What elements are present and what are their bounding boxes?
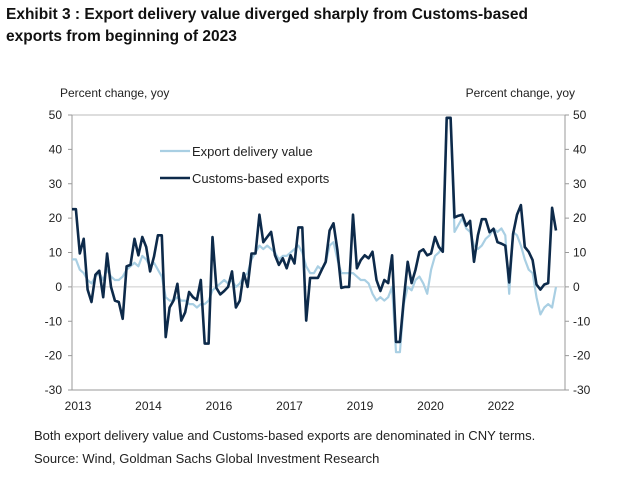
series-line-export-delivery-value [72,117,558,354]
y-tick-label-left: 20 [49,211,63,225]
y-tick-label-right: -10 [573,314,591,328]
x-tick-label: 2020 [417,399,444,413]
x-tick-label: 2013 [65,399,92,413]
source-note: Source: Wind, Goldman Sachs Global Inves… [34,451,380,466]
y-tick-label-left: 40 [49,142,63,156]
y-axis-label-left: Percent change, yoy [60,86,169,100]
footnote: Both export delivery value and Customs-b… [34,428,536,443]
x-tick-label: 2022 [488,399,515,413]
y-tick-label-right: -30 [573,383,591,397]
chart-title: Exhibit 3 : Export delivery value diverg… [6,4,616,48]
y-tick-label-left: 50 [49,108,63,122]
x-tick-label: 2016 [206,399,233,413]
y-tick-label-right: 40 [573,142,587,156]
y-tick-label-right: 20 [573,211,587,225]
y-tick-label-left: 0 [55,280,62,294]
y-tick-label-right: 50 [573,108,587,122]
y-axis-label-right: Percent change, yoy [466,86,575,100]
x-tick-label: 2017 [276,399,303,413]
series-line-customs-based-exports [72,116,558,345]
legend-label: Customs-based exports [192,171,330,186]
y-tick-label-right: 30 [573,177,587,191]
title-line-2: exports from beginning of 2023 [6,28,237,45]
legend-label: Export delivery value [192,144,313,159]
y-tick-label-left: 10 [49,246,63,260]
x-tick-label: 2019 [347,399,374,413]
y-tick-label-right: 0 [573,280,580,294]
y-tick-label-right: 10 [573,246,587,260]
y-tick-label-left: 30 [49,177,63,191]
title-line-1: Exhibit 3 : Export delivery value diverg… [6,6,528,23]
x-tick-label: 2014 [135,399,162,413]
y-tick-label-left: -10 [45,314,63,328]
y-tick-label-right: -20 [573,349,591,363]
y-tick-label-left: -20 [45,349,63,363]
y-tick-label-left: -30 [45,383,63,397]
